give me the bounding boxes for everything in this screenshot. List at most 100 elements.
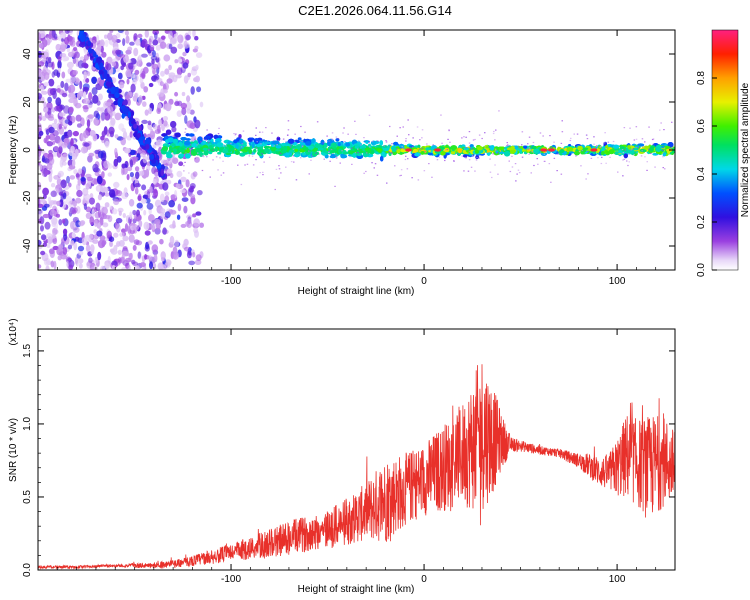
heatmap-cell xyxy=(186,250,192,259)
heatmap-cell xyxy=(126,166,133,172)
heatmap-cell xyxy=(107,163,113,169)
heatmap-cell xyxy=(104,102,112,107)
heatmap-cell xyxy=(311,138,316,144)
heatmap-cell xyxy=(45,60,49,69)
heatmap-cell xyxy=(328,140,330,142)
heatmap-cell xyxy=(285,141,287,143)
heatmap-cell xyxy=(376,174,379,176)
heatmap-cell xyxy=(67,257,73,262)
heatmap-cell xyxy=(41,69,47,77)
heatmap-cell xyxy=(300,125,302,128)
heatmap-cell xyxy=(182,41,190,49)
heatmap-cell xyxy=(52,90,57,100)
heatmap-cell xyxy=(662,156,664,158)
heatmap-cell xyxy=(345,142,351,147)
heatmap-cell xyxy=(172,251,180,260)
heatmap-cell xyxy=(150,128,154,136)
heatmap-cell xyxy=(162,227,167,235)
heatmap-cell xyxy=(68,120,73,126)
heatmap-cell xyxy=(453,160,455,162)
heatmap-cell xyxy=(585,134,588,136)
heatmap-cell xyxy=(186,95,191,103)
heatmap-cell xyxy=(213,134,219,140)
heatmap-cell xyxy=(293,161,295,163)
heatmap-cell xyxy=(374,163,377,165)
heatmap-cell xyxy=(100,265,106,270)
heatmap-cell xyxy=(138,54,142,60)
heatmap-cell xyxy=(61,161,67,166)
heatmap-cell xyxy=(86,176,94,182)
heatmap-cell xyxy=(44,158,50,164)
heatmap-cell xyxy=(521,156,524,158)
heatmap-cell xyxy=(612,144,620,149)
heatmap-cell xyxy=(635,138,638,140)
heatmap-cell xyxy=(445,144,449,148)
heatmap-cell xyxy=(108,77,112,82)
heatmap-cell xyxy=(468,142,471,144)
heatmap-cell xyxy=(152,178,157,185)
heatmap-cell xyxy=(166,78,173,84)
heatmap-cell xyxy=(169,172,174,179)
heatmap-cell xyxy=(197,136,203,142)
heatmap-cell xyxy=(103,71,108,79)
heatmap-cell xyxy=(417,179,420,181)
heatmap-cell xyxy=(411,177,413,179)
heatmap-cell xyxy=(189,109,195,115)
heatmap-cell xyxy=(189,194,196,199)
heatmap-cell xyxy=(244,146,248,152)
heatmap-cell xyxy=(450,151,456,155)
heatmap-cell xyxy=(41,90,48,95)
heatmap-cell xyxy=(104,202,110,208)
heatmap-cell xyxy=(600,146,606,152)
heatmap-cell xyxy=(38,203,44,208)
heatmap-cell xyxy=(147,120,152,126)
heatmap-cell xyxy=(326,135,328,137)
heatmap-cell xyxy=(58,219,63,226)
heatmap-cell xyxy=(83,63,89,69)
heatmap-cell xyxy=(566,146,574,152)
heatmap-cell xyxy=(137,195,142,201)
heatmap-cell xyxy=(101,130,106,138)
heatmap-cell xyxy=(107,32,113,41)
heatmap-cell xyxy=(160,251,166,260)
heatmap-cell xyxy=(125,69,132,78)
heatmap-cell xyxy=(293,153,300,158)
heatmap-cell xyxy=(468,131,471,133)
heatmap-cell xyxy=(324,154,329,159)
heatmap-cell xyxy=(43,203,50,208)
heatmap-cell xyxy=(159,81,164,87)
heatmap-cell xyxy=(199,222,205,228)
heatmap-cell xyxy=(261,153,263,155)
heatmap-cell xyxy=(56,188,60,194)
heatmap-cell xyxy=(578,150,581,153)
heatmap-cell xyxy=(97,251,102,261)
heatmap-cell xyxy=(65,196,73,205)
heatmap-cell xyxy=(93,117,99,126)
heatmap-cell xyxy=(68,92,76,99)
heatmap-cell xyxy=(107,172,113,177)
heatmap-cell xyxy=(152,144,157,149)
heatmap-cell xyxy=(83,54,89,61)
heatmap-cell xyxy=(113,232,119,238)
heatmap-cell xyxy=(337,142,341,147)
heatmap-cell xyxy=(575,155,577,157)
heatmap-cell xyxy=(339,162,341,164)
heatmap-cell xyxy=(253,149,257,153)
heatmap-cell xyxy=(161,35,166,40)
heatmap-cell xyxy=(239,138,244,145)
heatmap-cell xyxy=(38,32,42,41)
heatmap-cell xyxy=(274,188,276,191)
heatmap-cell xyxy=(94,62,99,69)
heatmap-cell xyxy=(127,225,131,234)
heatmap-cell xyxy=(661,149,664,151)
heatmap-cell xyxy=(368,141,370,144)
heatmap-cell xyxy=(126,78,130,85)
heatmap-cell xyxy=(463,170,465,172)
heatmap-cell xyxy=(59,158,64,168)
heatmap-cell xyxy=(622,175,624,177)
heatmap-cell xyxy=(104,39,109,48)
heatmap-cell xyxy=(38,164,43,171)
heatmap-cell xyxy=(241,143,243,145)
heatmap-cell xyxy=(399,175,401,177)
heatmap-cell xyxy=(76,123,82,128)
